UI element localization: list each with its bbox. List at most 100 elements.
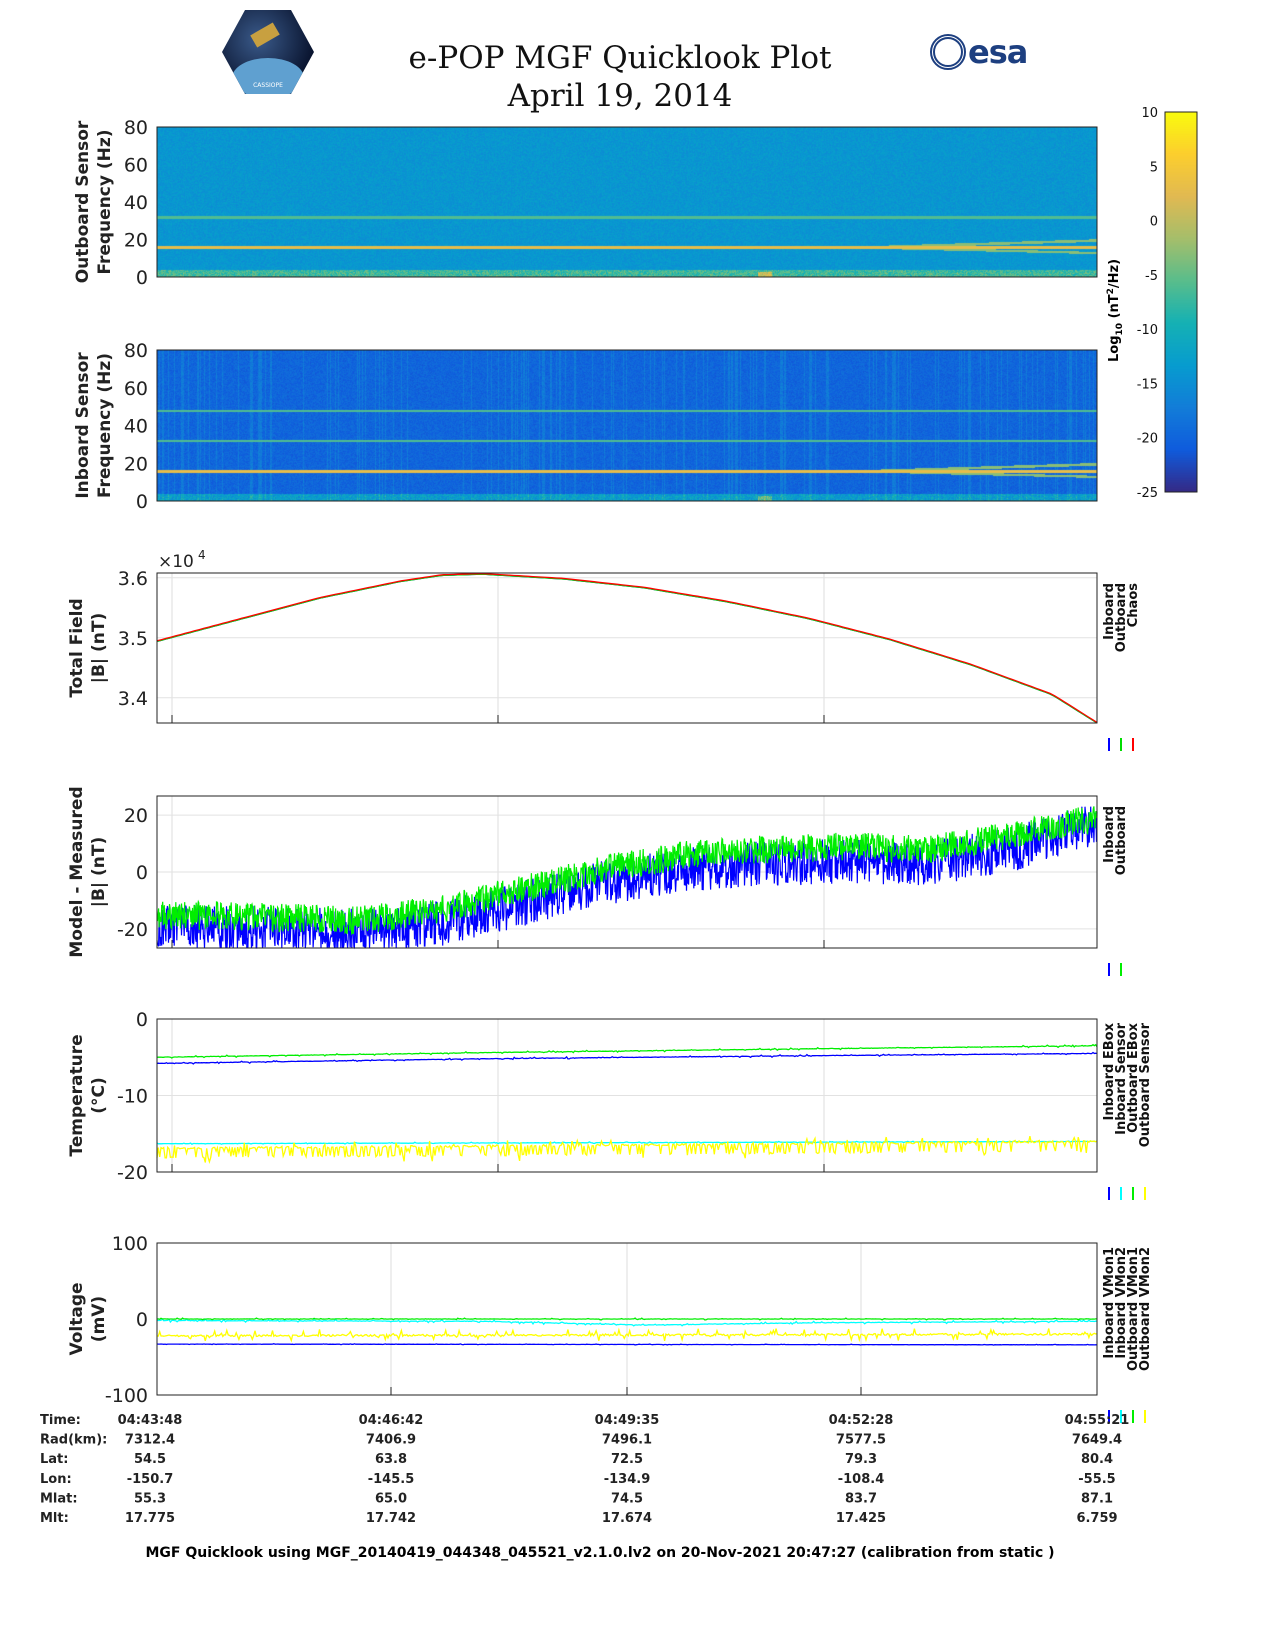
outboard-spectrogram-ytick-label: 20 bbox=[124, 230, 148, 252]
total-field-series-chaos bbox=[156, 572, 1098, 723]
table-cell: -145.5 bbox=[368, 1472, 415, 1487]
plot-title: e-POP MGF Quicklook Plot bbox=[408, 40, 832, 76]
voltage-series-inboard-vmon2 bbox=[156, 1318, 1098, 1327]
total-field-exponent-label: ×10 bbox=[158, 552, 194, 572]
voltage-legend-label: Outboard VMon1 bbox=[1126, 1247, 1141, 1371]
temperature-series-outboard-ebox bbox=[156, 1043, 1098, 1059]
colorbar-tick-label: -10 bbox=[1137, 323, 1158, 338]
colorbar-image bbox=[1165, 112, 1197, 492]
voltage-legend-label: Outboard VMon2 bbox=[1138, 1247, 1153, 1371]
voltage-ytick-label: -100 bbox=[105, 1385, 148, 1407]
colorbar-tick-label: -5 bbox=[1145, 269, 1158, 284]
outboard-spectrogram-ytick-label: 40 bbox=[124, 192, 148, 214]
outboard-spectrogram-ylabel: Outboard Sensor bbox=[73, 120, 93, 283]
temperature-ylabel: Temperature bbox=[67, 1034, 87, 1156]
voltage-series-inboard-vmon1 bbox=[156, 1343, 1097, 1346]
table-cell: 7312.4 bbox=[125, 1433, 175, 1448]
total-field-background bbox=[157, 573, 1097, 723]
model-minus-measured-ylabel: Model - Measured bbox=[67, 786, 87, 957]
esa-logo: esa bbox=[930, 32, 1028, 72]
total-field-frame bbox=[156, 572, 1098, 724]
colorbar-tick-label: 5 bbox=[1150, 160, 1158, 175]
total-field-legend-label: Chaos bbox=[1126, 583, 1141, 627]
colorbar-label-part: 2 bbox=[1106, 288, 1116, 294]
table-row-label: Lat: bbox=[40, 1452, 68, 1467]
outboard-spectrogram-ytick-label: 0 bbox=[136, 267, 148, 289]
model-minus-measured-ytick-label: -20 bbox=[117, 919, 148, 941]
table-cell: 79.3 bbox=[845, 1452, 877, 1467]
outboard-spectrogram-ytick-label: 80 bbox=[124, 117, 148, 139]
cassiope-logo-text: CASSIOPE bbox=[253, 82, 283, 89]
total-field-ylabel-units: |B| (nT) bbox=[89, 613, 109, 684]
voltage-ylabel-units: (mV) bbox=[89, 1296, 109, 1342]
colorbar-label-part: 10 bbox=[1115, 323, 1125, 336]
table-row-label: Rad(km): bbox=[40, 1433, 107, 1448]
outboard-spectrogram-ylabel-units: Frequency (Hz) bbox=[95, 129, 115, 274]
model-minus-measured-ytick-label: 20 bbox=[124, 805, 148, 827]
colorbar-label: Log10 (nT2/Hz) bbox=[1106, 259, 1125, 362]
model-minus-measured-frame bbox=[156, 795, 1098, 949]
colorbar-label-part: (nT bbox=[1107, 294, 1122, 323]
plot-date: April 19, 2014 bbox=[507, 78, 733, 114]
table-cell: 63.8 bbox=[375, 1452, 407, 1467]
table-row-label: Lon: bbox=[40, 1472, 72, 1487]
table-row-label: Mlt: bbox=[40, 1511, 69, 1526]
colorbar-tick-label: 10 bbox=[1141, 106, 1158, 121]
inboard-spectrogram-ylabel: Inboard Sensor bbox=[73, 352, 93, 499]
table-row-label: Mlat: bbox=[40, 1491, 78, 1506]
table-cell: 04:55:21 bbox=[1065, 1413, 1130, 1428]
voltage-legend-label: Inboard VMon2 bbox=[1114, 1247, 1129, 1359]
colorbar-tick-label: -25 bbox=[1137, 486, 1158, 501]
temperature-legend-label: Outboard EBox bbox=[1126, 1022, 1141, 1132]
esa-logo-text: esa bbox=[968, 33, 1028, 71]
temperature-ytick-label: 0 bbox=[136, 1009, 148, 1031]
model-minus-measured-ylabel-units: |B| (nT) bbox=[89, 837, 109, 908]
table-cell: 72.5 bbox=[611, 1452, 643, 1467]
footer-caption: MGF Quicklook using MGF_20140419_044348_… bbox=[145, 1545, 1055, 1561]
temperature-ytick-label: -10 bbox=[117, 1086, 148, 1108]
inboard-spectrogram-ytick-label: 80 bbox=[124, 340, 148, 362]
table-cell: 54.5 bbox=[134, 1452, 166, 1467]
table-cell: -134.9 bbox=[604, 1472, 651, 1487]
table-cell: 7496.1 bbox=[602, 1433, 652, 1448]
outboard-spectrogram-ytick-label: 60 bbox=[124, 155, 148, 177]
voltage-ytick-label: 100 bbox=[112, 1233, 148, 1255]
temperature-frame bbox=[156, 1018, 1098, 1173]
temperature-series-outboard-sensor bbox=[156, 1135, 1098, 1165]
table-cell: 04:52:28 bbox=[829, 1413, 894, 1428]
outboard-spectrogram-image bbox=[157, 127, 1097, 277]
inboard-spectrogram-ytick-label: 0 bbox=[136, 491, 148, 513]
table-cell: 04:49:35 bbox=[595, 1413, 660, 1428]
inboard-spectrogram-ytick-label: 20 bbox=[124, 453, 148, 475]
table-cell: 17.425 bbox=[836, 1511, 886, 1526]
table-cell: -55.5 bbox=[1078, 1472, 1115, 1487]
temperature-series-inboard-ebox bbox=[156, 1051, 1098, 1065]
colorbar-label-part: /Hz) bbox=[1107, 259, 1122, 288]
total-field-legend-label: Outboard bbox=[1114, 583, 1129, 652]
table-cell: 7406.9 bbox=[366, 1433, 416, 1448]
table-cell: -108.4 bbox=[838, 1472, 885, 1487]
table-cell: 87.1 bbox=[1081, 1491, 1113, 1506]
inboard-spectrogram-ytick-label: 60 bbox=[124, 378, 148, 400]
model-minus-measured-ytick-label: 0 bbox=[136, 862, 148, 884]
voltage-series-outboard-vmon1 bbox=[156, 1317, 1097, 1321]
temperature-legend-label: Inboard Sensor bbox=[1114, 1022, 1129, 1134]
colorbar-tick-label: 0 bbox=[1150, 215, 1158, 230]
outboard-spectrogram-frame bbox=[156, 126, 1098, 278]
total-field-ytick-label: 3.5 bbox=[118, 628, 148, 650]
table-cell: 7649.4 bbox=[1072, 1433, 1122, 1448]
table-cell: 74.5 bbox=[611, 1491, 643, 1506]
temperature-ytick-label: -20 bbox=[117, 1162, 148, 1184]
model-minus-measured-legend-label: Outboard bbox=[1114, 806, 1129, 875]
model-minus-measured-legend-label: Inboard bbox=[1102, 806, 1117, 863]
model-minus-measured-series-outboard bbox=[156, 806, 1098, 936]
esa-logo-ring bbox=[930, 34, 966, 70]
table-cell: 17.742 bbox=[366, 1511, 416, 1526]
total-field-ytick-label: 3.4 bbox=[118, 688, 148, 710]
inboard-spectrogram-image bbox=[157, 350, 1097, 501]
colorbar-frame bbox=[1164, 111, 1198, 493]
table-cell: 17.674 bbox=[602, 1511, 652, 1526]
table-cell: 17.775 bbox=[125, 1511, 175, 1526]
voltage-series-outboard-vmon2 bbox=[156, 1327, 1098, 1343]
